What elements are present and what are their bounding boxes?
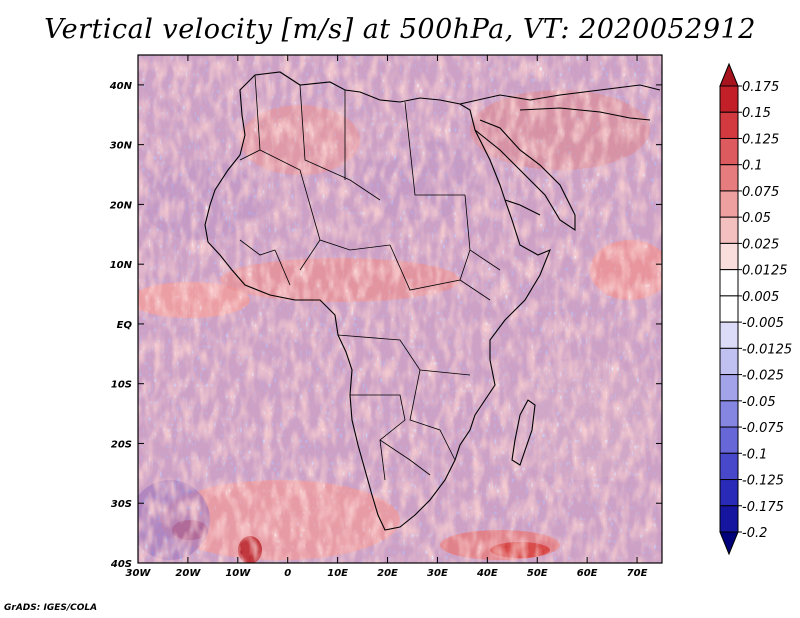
colorbar-segment — [719, 216, 739, 244]
colorbar-label: -0.2 — [742, 526, 767, 541]
coastlines — [204, 71, 661, 531]
colorbar-segment — [719, 374, 739, 402]
lat-tick-label: 10S — [111, 380, 132, 391]
colorbar-label: -0.125 — [742, 474, 784, 489]
colorbar-label: -0.005 — [742, 316, 784, 331]
colorbar-label: 0.125 — [742, 132, 779, 147]
lat-tick-label: 30S — [111, 499, 132, 510]
lat-tick-label: 30N — [110, 141, 133, 152]
colorbar-label: 0.075 — [742, 185, 779, 200]
vertical-velocity-field — [138, 55, 662, 563]
colorbar-segment — [719, 85, 739, 113]
colorbar-segment — [719, 452, 739, 481]
lat-tick-label: 20N — [110, 200, 133, 211]
colorbar-segment — [719, 111, 739, 139]
colorbar-segment — [719, 400, 739, 428]
colorbar-label: 0.025 — [742, 237, 779, 252]
lon-tick-label: 50E — [527, 568, 548, 579]
colorbar-segment — [719, 190, 739, 218]
colorbar-max-triangle — [719, 62, 739, 87]
lat-tick-label: 40S — [110, 559, 132, 570]
lat-tick-label: 10N — [110, 260, 133, 271]
colorbar-label: -0.175 — [742, 500, 784, 515]
lon-tick-label: 0 — [284, 568, 291, 579]
lon-tick-label: 30E — [427, 568, 448, 579]
lon-tick-label: 60E — [577, 568, 598, 579]
lon-tick-label: 20E — [377, 568, 398, 579]
colorbar-segment — [719, 242, 739, 271]
lat-tick-label: EQ — [117, 320, 133, 331]
colorbar-label: -0.025 — [742, 369, 784, 384]
colorbar-segment — [719, 321, 739, 349]
colorbar-label: -0.075 — [742, 421, 784, 436]
lon-tick-label: 40E — [476, 568, 498, 579]
colorbar-label: 0.15 — [742, 106, 771, 121]
colorbar-label: 0.175 — [742, 80, 779, 95]
colorbar-label: -0.0125 — [742, 342, 792, 357]
colorbar-label: 0.05 — [742, 211, 771, 226]
credit-label: GrADS: IGES/COLA — [4, 603, 98, 613]
lon-tick-label: 10E — [327, 568, 348, 579]
colorbar-segment — [719, 164, 739, 192]
map-title: Vertical velocity [m/s] at 500hPa, VT: 2… — [44, 14, 756, 45]
lat-tick-label: 40N — [109, 81, 133, 92]
colorbar-label: 0.005 — [742, 290, 779, 305]
colorbar-segment — [719, 426, 739, 454]
colorbar-segment — [719, 295, 739, 323]
colorbar-segment — [719, 479, 739, 507]
country-borders — [239, 74, 501, 481]
colorbar: 0.175 0.15 0.125 0.1 0.075 0.05 0.025 0.0125 0.0… — [719, 62, 792, 556]
colorbar-min-triangle — [719, 531, 739, 556]
colorbar-segment — [719, 137, 739, 166]
plot-frame — [137, 54, 663, 564]
lon-tick-label: 10W — [225, 568, 251, 579]
colorbar-label: -0.05 — [742, 395, 776, 410]
colorbar-segment — [719, 269, 739, 297]
lon-tick-label: 70E — [627, 568, 648, 579]
colorbar-segment — [719, 505, 739, 533]
lon-tick-label: 30W — [126, 568, 152, 579]
lon-tick-label: 20W — [175, 568, 201, 579]
colorbar-label: -0.1 — [742, 447, 767, 462]
colorbar-label: 0.1 — [742, 159, 763, 174]
colorbar-label: 0.0125 — [742, 264, 788, 279]
axis-ticks: 30W 20W 10W 0 10E 20E 30E 40E 50E 60E 70E 40N 30N 20N… — [109, 55, 662, 579]
lat-tick-label: 20S — [111, 439, 132, 450]
colorbar-segment — [719, 347, 739, 376]
